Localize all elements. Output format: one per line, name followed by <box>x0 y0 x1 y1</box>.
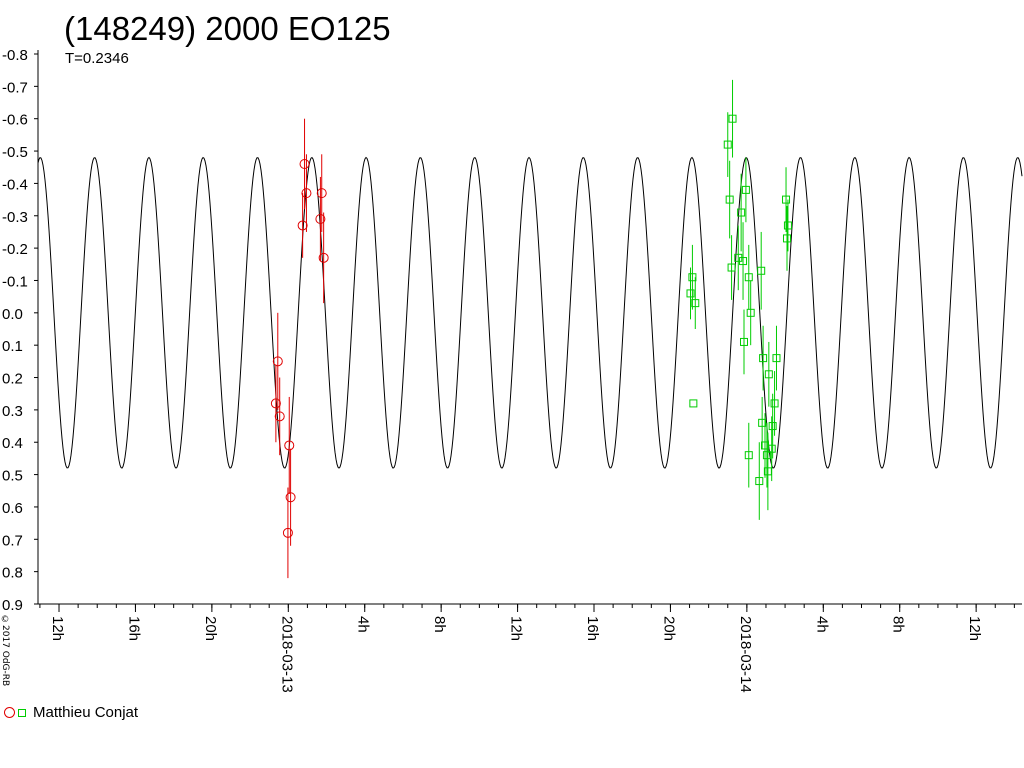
x-tick-label: 2018-03-13 <box>278 616 295 693</box>
legend-label: Matthieu Conjat <box>33 704 139 721</box>
data-point-square <box>744 451 753 460</box>
data-point-circle <box>315 214 326 224</box>
copyright-text: ©2017 OdG-RB <box>0 615 10 687</box>
y-tick-label: 0.1 <box>2 338 23 355</box>
x-tick-label: 20h <box>660 616 677 641</box>
y-tick-label: -0.1 <box>2 273 28 290</box>
x-tick-label: 12h <box>966 616 983 641</box>
data-point-square <box>739 257 748 266</box>
data-point-circle <box>316 188 327 199</box>
data-point-square <box>782 234 791 243</box>
x-tick-label: 20h <box>202 616 219 641</box>
y-tick-label: 0.8 <box>2 565 23 582</box>
chart-subtitle: T=0.2346 <box>65 50 129 67</box>
data-point-square <box>744 273 753 282</box>
data-point-circle <box>285 492 296 503</box>
x-tick-label: 8h <box>890 616 907 633</box>
x-tick-label: 12h <box>508 616 525 641</box>
y-tick-label: 0.4 <box>2 435 23 452</box>
data-point-circle <box>270 398 281 409</box>
y-tick-label: -0.3 <box>2 209 28 226</box>
data-point-circle <box>297 220 308 231</box>
data-point-square <box>772 354 781 363</box>
data-point-square <box>746 308 755 317</box>
data-point-square <box>728 114 737 123</box>
x-axis: 12h 16h 20h 2018-03-13 4h 8h 12h 16h 20h 2018-03-… <box>38 603 1022 693</box>
data-points <box>270 79 792 579</box>
data-point-circle <box>299 159 310 169</box>
data-point-square <box>764 370 773 379</box>
model-curve <box>37 156 1023 469</box>
data-point-square <box>767 444 776 453</box>
x-tick-label: 2018-03-14 <box>737 616 754 693</box>
y-tick-label: -0.7 <box>2 79 28 96</box>
data-point-square <box>762 451 771 460</box>
y-tick-label: -0.4 <box>2 176 28 193</box>
data-point-square <box>691 299 700 308</box>
data-point-square <box>770 399 779 408</box>
x-tick-label: 4h <box>355 616 372 633</box>
y-tick-label: -0.8 <box>2 47 28 64</box>
data-point-square <box>782 195 791 204</box>
y-tick-label: 0.6 <box>2 500 23 517</box>
legend: Matthieu Conjat <box>4 704 138 721</box>
y-tick-label: 0.3 <box>2 403 23 420</box>
data-point-square <box>739 337 748 346</box>
legend-marker-square <box>18 708 26 717</box>
data-point-square <box>727 263 736 272</box>
x-tick-label: 16h <box>125 616 142 641</box>
data-point-square <box>688 273 697 282</box>
y-tick-label: 0.2 <box>2 371 23 388</box>
data-point-square <box>758 418 767 427</box>
y-tick-label: 0.0 <box>2 306 23 323</box>
data-point-circle <box>284 440 295 451</box>
data-point-square <box>723 140 732 149</box>
data-point-square <box>737 208 746 217</box>
x-tick-label: 4h <box>813 616 830 633</box>
data-point-square <box>757 266 766 275</box>
y-tick-label: 0.7 <box>2 532 23 549</box>
data-point-square <box>741 185 750 194</box>
y-tick-label: -0.5 <box>2 144 28 161</box>
data-point-circle <box>274 411 285 422</box>
data-point-square <box>768 422 777 431</box>
y-axis: -0.8 -0.7 -0.6 -0.5 -0.4 -0.3 -0.2 -0.1 0.0 0.1 0.… <box>2 47 39 614</box>
x-tick-label: 12h <box>49 616 66 641</box>
y-tick-label: 0.9 <box>2 597 23 614</box>
y-tick-label: -0.6 <box>2 112 28 129</box>
data-point-circle <box>282 527 293 538</box>
y-tick-label: -0.2 <box>2 241 28 258</box>
x-tick-label: 16h <box>584 616 601 641</box>
y-tick-label: 0.5 <box>2 468 23 485</box>
data-point-square <box>783 221 792 230</box>
data-point-square <box>686 289 695 298</box>
data-point-circle <box>318 252 329 263</box>
data-point-square <box>725 195 734 204</box>
chart-title: (148249) 2000 EO125 <box>64 10 391 47</box>
data-point-square <box>759 354 768 363</box>
x-tick-label: 8h <box>431 616 448 633</box>
data-point-circle <box>272 356 283 367</box>
data-point-square <box>689 399 698 408</box>
data-point-circle <box>301 188 312 199</box>
legend-marker-circle <box>4 707 15 718</box>
data-point-square <box>755 477 764 486</box>
